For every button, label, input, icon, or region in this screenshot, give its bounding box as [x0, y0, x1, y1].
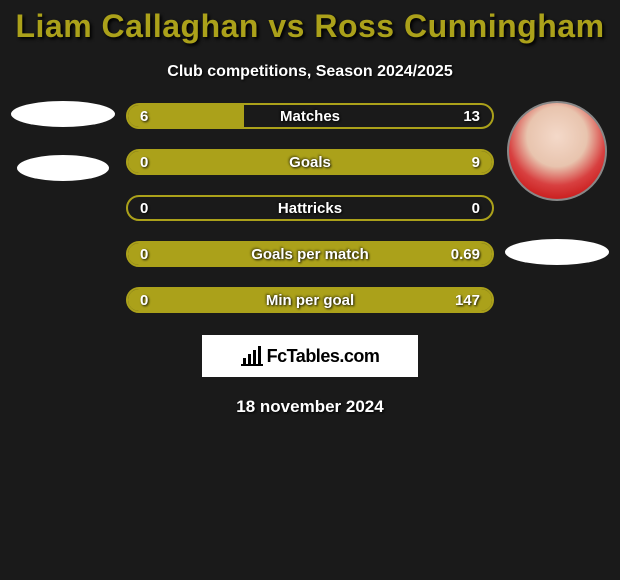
stat-label: Hattricks	[128, 197, 492, 219]
main-row: 613Matches 09Goals 00Hattricks 00.69Goals p…	[0, 101, 620, 313]
page-title: Liam Callaghan vs Ross Cunningham	[0, 8, 620, 45]
player-right-team-placeholder	[505, 239, 609, 265]
player-left-name-placeholder	[17, 155, 109, 181]
stat-label: Goals	[128, 151, 492, 173]
subtitle: Club competitions, Season 2024/2025	[0, 63, 620, 81]
player-right-column	[500, 101, 620, 265]
logo-text: FcTables.com	[267, 346, 380, 367]
stat-bar: 00.69Goals per match	[126, 241, 494, 267]
player-left-column	[0, 101, 120, 181]
generation-date: 18 november 2024	[0, 397, 620, 417]
stat-label: Matches	[128, 105, 492, 127]
stats-bars: 613Matches 09Goals 00Hattricks 00.69Goals p…	[120, 103, 500, 313]
player-right-avatar	[507, 101, 607, 201]
source-logo: FcTables.com	[202, 335, 418, 377]
stat-label: Min per goal	[128, 289, 492, 311]
stat-bar: 613Matches	[126, 103, 494, 129]
stat-bar: 09Goals	[126, 149, 494, 175]
comparison-widget: Liam Callaghan vs Ross Cunningham Club c…	[0, 0, 620, 417]
bar-chart-icon	[241, 346, 263, 366]
stat-bar: 0147Min per goal	[126, 287, 494, 313]
stat-bar: 00Hattricks	[126, 195, 494, 221]
stat-label: Goals per match	[128, 243, 492, 265]
player-left-avatar-placeholder	[11, 101, 115, 127]
